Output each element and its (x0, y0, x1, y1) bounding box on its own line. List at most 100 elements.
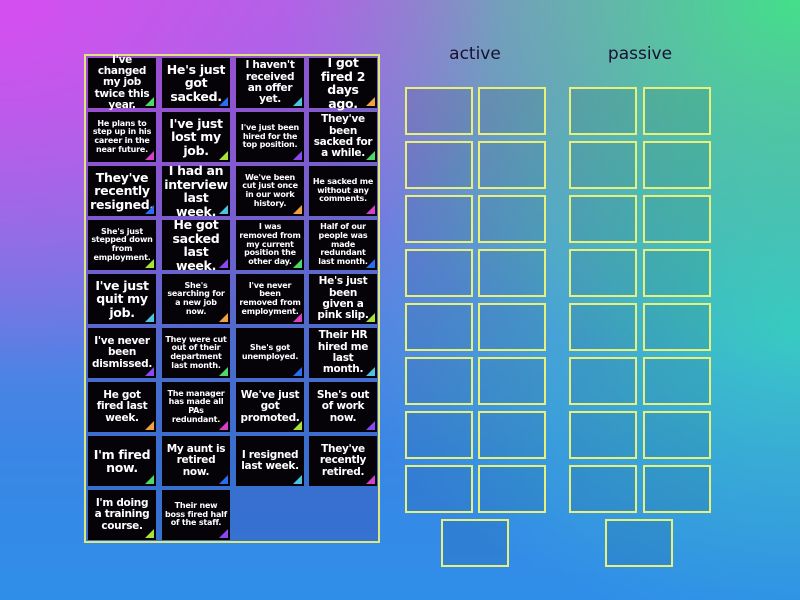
card-text: I've just quit my job. (95, 277, 149, 320)
card-text: I haven't received an offer yet. (245, 59, 295, 106)
drop-zone-passive[interactable] (643, 357, 711, 405)
card-pool: I've changed my job twice this year. He's… (84, 54, 380, 543)
corner-triangle-icon (293, 205, 302, 214)
category-heading-passive: passive (607, 44, 673, 64)
answer-card[interactable]: I've never been removed from employment. (236, 274, 304, 324)
answer-card[interactable]: He sacked me without any comments. (309, 166, 377, 216)
answer-card[interactable]: He got sacked last week. (162, 218, 230, 272)
corner-triangle-icon (219, 259, 228, 268)
category-heading-active: active (449, 44, 501, 64)
card-text: We've just got promoted. (240, 389, 300, 424)
answer-card[interactable]: We've just got promoted. (236, 382, 304, 432)
drop-zone-active[interactable] (405, 303, 473, 351)
answer-card[interactable]: She's out of work now. (309, 382, 377, 432)
answer-card[interactable]: I had an interview last week. (162, 163, 230, 219)
drop-zone-active[interactable] (405, 87, 473, 135)
drop-zone-active[interactable] (441, 519, 509, 567)
card-text: We've been cut just once in our work his… (242, 172, 298, 208)
answer-card[interactable]: They've been sacked for a while. (309, 112, 377, 162)
corner-triangle-icon (145, 151, 154, 160)
corner-triangle-icon (219, 151, 228, 160)
drop-zone-passive[interactable] (643, 303, 711, 351)
card-text: Half of our people was made redundant la… (318, 222, 368, 266)
answer-card[interactable]: I got fired 2 days ago. (309, 56, 377, 110)
card-text: She's just stepped down from employment. (91, 226, 153, 262)
card-text: They've recently retired. (319, 443, 367, 478)
corner-triangle-icon (293, 151, 302, 160)
drop-zone-passive[interactable] (569, 411, 637, 459)
corner-triangle-icon (219, 205, 228, 214)
answer-card[interactable]: Their new boss fired half of the staff. (162, 490, 230, 540)
answer-card[interactable]: I'm doing a training course. (88, 490, 156, 540)
answer-card[interactable]: They've recently retired. (309, 436, 377, 486)
answer-card[interactable]: He's just been given a pink slip. (309, 274, 377, 324)
answer-card[interactable]: They've recently resigned. (88, 166, 156, 216)
card-text: He plans to step up in his career in the… (92, 118, 152, 154)
drop-zone-active[interactable] (478, 411, 546, 459)
card-text: I've changed my job twice this year. (94, 53, 150, 111)
answer-card[interactable]: I've never been dismissed. (88, 328, 156, 378)
answer-card[interactable]: She's just stepped down from employment. (88, 220, 156, 270)
drop-zone-passive[interactable] (569, 465, 637, 513)
corner-triangle-icon (293, 367, 302, 376)
corner-triangle-icon (219, 367, 228, 376)
answer-card[interactable]: We've been cut just once in our work his… (236, 166, 304, 216)
corner-triangle-icon (145, 367, 154, 376)
drop-zone-active[interactable] (405, 357, 473, 405)
answer-card[interactable]: They were cut out of their department la… (162, 328, 230, 378)
drop-zone-active[interactable] (405, 249, 473, 297)
answer-card[interactable]: He got fired last week. (88, 382, 156, 432)
card-text: My aunt is retired now. (166, 443, 226, 478)
drop-zone-passive[interactable] (569, 141, 637, 189)
answer-card[interactable]: I resigned last week. (236, 436, 304, 486)
drop-zone-active[interactable] (405, 141, 473, 189)
answer-card[interactable]: I'm fired now. (88, 436, 156, 486)
corner-triangle-icon (293, 313, 302, 322)
drop-zone-active[interactable] (478, 303, 546, 351)
drop-zone-passive[interactable] (643, 87, 711, 135)
drop-zone-active[interactable] (405, 465, 473, 513)
drop-zone-passive[interactable] (605, 519, 673, 567)
answer-card[interactable]: The manager has made all PAs redundant. (162, 382, 230, 432)
answer-card[interactable]: I've just been hired for the top positio… (236, 112, 304, 162)
answer-card[interactable]: I've just quit my job. (88, 274, 156, 324)
drop-zone-passive[interactable] (569, 249, 637, 297)
drop-zone-active[interactable] (478, 141, 546, 189)
answer-card[interactable]: Their HR hired me last month. (309, 328, 377, 378)
corner-triangle-icon (219, 529, 228, 538)
drop-zone-passive[interactable] (643, 195, 711, 243)
answer-card[interactable]: He's just got sacked. (162, 58, 230, 108)
drop-zone-active[interactable] (405, 195, 473, 243)
answer-card[interactable]: He plans to step up in his career in the… (88, 112, 156, 162)
drop-zone-active[interactable] (478, 249, 546, 297)
drop-zone-passive[interactable] (643, 141, 711, 189)
drop-zone-passive[interactable] (569, 87, 637, 135)
drop-zone-passive[interactable] (643, 411, 711, 459)
card-text: He got fired last week. (96, 389, 148, 424)
corner-triangle-icon (219, 421, 228, 430)
card-text: I've never been dismissed. (91, 335, 153, 370)
drop-zone-passive[interactable] (643, 465, 711, 513)
answer-card[interactable]: I was removed from my current position t… (236, 220, 304, 270)
drop-zone-active[interactable] (478, 357, 546, 405)
answer-card[interactable]: She's searching for a new job now. (162, 274, 230, 324)
card-text: He's just got sacked. (166, 61, 226, 104)
drop-zone-passive[interactable] (569, 195, 637, 243)
answer-card[interactable]: She's got unemployed. (236, 328, 304, 378)
drop-zone-active[interactable] (478, 87, 546, 135)
answer-card[interactable]: I've just lost my job. (162, 112, 230, 162)
answer-card[interactable]: I've changed my job twice this year. (88, 54, 156, 111)
drop-zone-active[interactable] (478, 465, 546, 513)
card-text: I had an interview last week. (164, 163, 228, 219)
corner-triangle-icon (145, 313, 154, 322)
card-text: I've just been hired for the top positio… (240, 123, 300, 150)
drop-zone-passive[interactable] (569, 303, 637, 351)
drop-zone-passive[interactable] (643, 249, 711, 297)
drop-zone-active[interactable] (478, 195, 546, 243)
answer-card[interactable]: I haven't received an offer yet. (236, 58, 304, 108)
drop-zone-active[interactable] (405, 411, 473, 459)
drop-zone-passive[interactable] (569, 357, 637, 405)
corner-triangle-icon (293, 475, 302, 484)
answer-card[interactable]: My aunt is retired now. (162, 436, 230, 486)
answer-card[interactable]: Half of our people was made redundant la… (309, 220, 377, 270)
